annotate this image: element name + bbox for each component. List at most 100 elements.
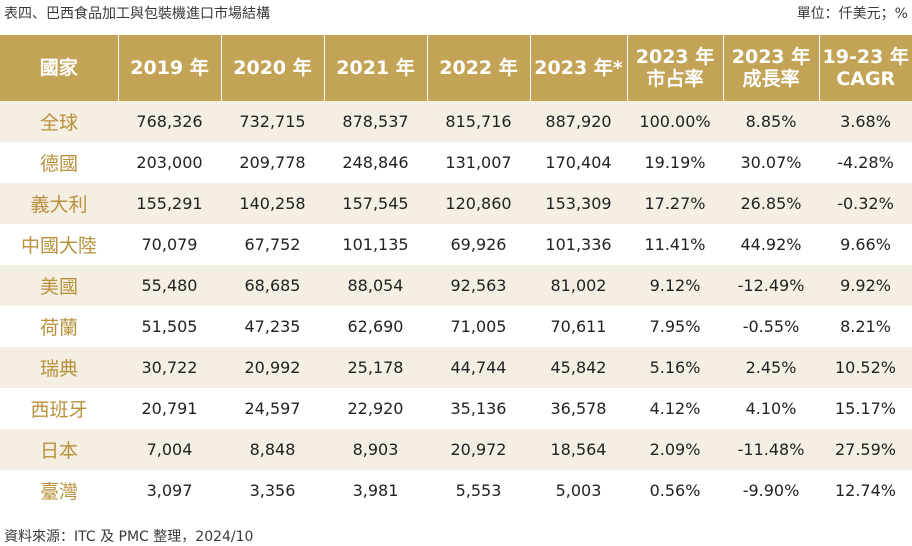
value-cell: 5.16% (627, 347, 723, 388)
column-header-text: 2020 年 (233, 57, 312, 79)
country-cell: 荷蘭 (0, 306, 118, 347)
value-cell: 68,685 (221, 265, 324, 306)
country-cell: 臺灣 (0, 470, 118, 511)
column-header-text: 2023 年* (534, 57, 623, 79)
value-cell: -0.32% (819, 183, 912, 224)
column-header-text: 19-23 年 (822, 46, 909, 68)
value-cell: 101,336 (530, 224, 627, 265)
column-header: 國家 (0, 35, 119, 101)
country-cell: 義大利 (0, 183, 118, 224)
value-cell: 15.17% (819, 388, 912, 429)
table-row: 中國大陸 70,079 67,752 101,135 69,926 101,336 11.4… (0, 224, 912, 265)
value-cell: 27.59% (819, 429, 912, 470)
column-header: 2020 年 (221, 35, 325, 101)
column-header-text: CAGR (836, 68, 896, 90)
value-cell: 101,135 (324, 224, 427, 265)
value-cell: 170,404 (530, 142, 627, 183)
value-cell: 55,480 (118, 265, 221, 306)
value-cell: 7,004 (118, 429, 221, 470)
value-cell: 51,505 (118, 306, 221, 347)
value-cell: 7.95% (627, 306, 723, 347)
value-cell: 67,752 (221, 224, 324, 265)
value-cell: 2.45% (723, 347, 819, 388)
table-row: 西班牙 20,791 24,597 22,920 35,136 36,578 4.12% 4.… (0, 388, 912, 429)
value-cell: 18,564 (530, 429, 627, 470)
value-cell: 44,744 (427, 347, 530, 388)
value-cell: 2.09% (627, 429, 723, 470)
value-cell: 887,920 (530, 101, 627, 142)
source-note: 資料來源：ITC 及 PMC 整理，2024/10 (4, 529, 254, 545)
column-header: 19-23 年 CAGR (819, 35, 912, 101)
table-row: 臺灣 3,097 3,356 3,981 5,553 5,003 0.56% -9.90% 12… (0, 470, 912, 511)
value-cell: 17.27% (627, 183, 723, 224)
value-cell: 157,545 (324, 183, 427, 224)
value-cell: 3,356 (221, 470, 324, 511)
unit-label: 單位：仟美元；% (796, 6, 908, 22)
value-cell: 70,611 (530, 306, 627, 347)
value-cell: 19.19% (627, 142, 723, 183)
value-cell: 20,992 (221, 347, 324, 388)
value-cell: 12.74% (819, 470, 912, 511)
value-cell: 878,537 (324, 101, 427, 142)
table-header: 國家 2019 年 2020 年 2021 年 2022 年 2023 年* 2023 年市… (0, 35, 912, 101)
column-header: 2023 年市占率 (627, 35, 724, 101)
country-cell: 日本 (0, 429, 118, 470)
column-header: 2023 年* (530, 35, 628, 101)
value-cell: 69,926 (427, 224, 530, 265)
header-row: 國家 2019 年 2020 年 2021 年 2022 年 2023 年* 2023 年市… (0, 35, 912, 101)
value-cell: 20,972 (427, 429, 530, 470)
value-cell: 732,715 (221, 101, 324, 142)
value-cell: -11.48% (723, 429, 819, 470)
value-cell: 26.85% (723, 183, 819, 224)
import-market-table: 國家 2019 年 2020 年 2021 年 2022 年 2023 年* 2023 年市… (0, 35, 912, 511)
value-cell: 203,000 (118, 142, 221, 183)
table-title: 表四、巴西食品加工與包裝機進口市場結構 (4, 6, 270, 22)
value-cell: 100.00% (627, 101, 723, 142)
table-row: 德國 203,000 209,778 248,846 131,007 170,404 19.… (0, 142, 912, 183)
value-cell: 4.12% (627, 388, 723, 429)
column-header: 2021 年 (324, 35, 428, 101)
value-cell: 3,097 (118, 470, 221, 511)
value-cell: 8,848 (221, 429, 324, 470)
column-header-text: 2021 年 (336, 57, 415, 79)
value-cell: 131,007 (427, 142, 530, 183)
country-cell: 美國 (0, 265, 118, 306)
value-cell: 153,309 (530, 183, 627, 224)
value-cell: 62,690 (324, 306, 427, 347)
country-cell: 西班牙 (0, 388, 118, 429)
value-cell: 24,597 (221, 388, 324, 429)
value-cell: 8,903 (324, 429, 427, 470)
value-cell: 22,920 (324, 388, 427, 429)
value-cell: 8.21% (819, 306, 912, 347)
value-cell: -0.55% (723, 306, 819, 347)
value-cell: 92,563 (427, 265, 530, 306)
column-header: 2022 年 (427, 35, 531, 101)
value-cell: 9.12% (627, 265, 723, 306)
value-cell: 9.66% (819, 224, 912, 265)
table-row: 美國 55,480 68,685 88,054 92,563 81,002 9.12% -12… (0, 265, 912, 306)
table-caption: 表四、巴西食品加工與包裝機進口市場結構 單位：仟美元；% (0, 0, 912, 26)
value-cell: 36,578 (530, 388, 627, 429)
column-header-text: 2022 年 (439, 57, 518, 79)
value-cell: 25,178 (324, 347, 427, 388)
value-cell: 5,003 (530, 470, 627, 511)
value-cell: 30,722 (118, 347, 221, 388)
value-cell: 47,235 (221, 306, 324, 347)
value-cell: -4.28% (819, 142, 912, 183)
value-cell: 0.56% (627, 470, 723, 511)
value-cell: 71,005 (427, 306, 530, 347)
value-cell: 44.92% (723, 224, 819, 265)
country-cell: 德國 (0, 142, 118, 183)
value-cell: 11.41% (627, 224, 723, 265)
country-cell: 瑞典 (0, 347, 118, 388)
value-cell: 30.07% (723, 142, 819, 183)
value-cell: 768,326 (118, 101, 221, 142)
table-row: 瑞典 30,722 20,992 25,178 44,744 45,842 5.16% 2.4… (0, 347, 912, 388)
value-cell: 81,002 (530, 265, 627, 306)
value-cell: 155,291 (118, 183, 221, 224)
column-header: 2019 年 (118, 35, 222, 101)
value-cell: 140,258 (221, 183, 324, 224)
column-header-text: 成長率 (742, 68, 800, 90)
value-cell: 88,054 (324, 265, 427, 306)
table-body: 全球 768,326 732,715 878,537 815,716 887,920 100… (0, 101, 912, 511)
